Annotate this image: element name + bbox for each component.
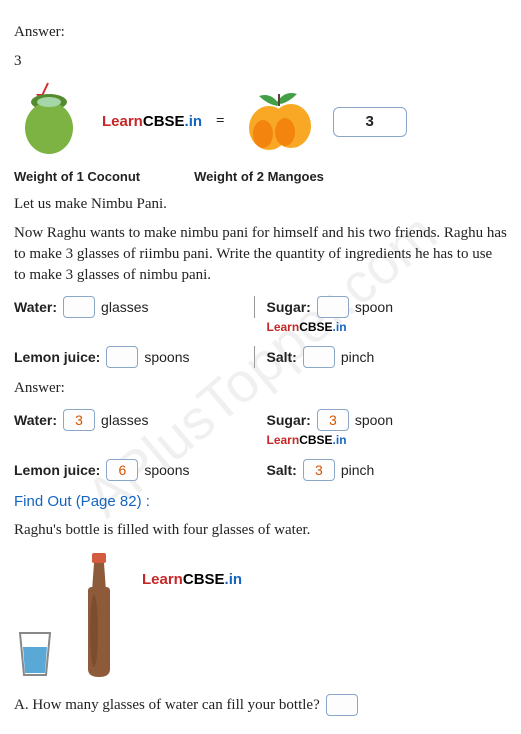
water-box-answer: 3 bbox=[63, 409, 95, 431]
sugar-box-answer: 3 bbox=[317, 409, 349, 431]
sugar-box-blank[interactable] bbox=[317, 296, 349, 318]
question-a-row: A. How many glasses of water can fill yo… bbox=[14, 694, 507, 716]
brand-4: LearnCBSE.in bbox=[142, 571, 242, 588]
bottle-icon bbox=[76, 551, 122, 684]
brand-2: LearnCBSE.in bbox=[267, 320, 508, 334]
sugar-row-answer: Sugar: 3 spoon bbox=[267, 409, 508, 431]
lemon-box-answer: 6 bbox=[106, 459, 138, 481]
question-a-text: A. How many glasses of water can fill yo… bbox=[14, 697, 320, 714]
equation-result-box: 3 bbox=[333, 107, 407, 137]
lemon-row-blank: Lemon juice: spoons bbox=[14, 346, 255, 368]
nimbu-intro: Let us make Nimbu Pani. bbox=[14, 194, 507, 215]
equation-row: LearnCBSE.in = 3 bbox=[14, 80, 507, 163]
bottle-intro: Raghu's bottle is filled with four glass… bbox=[14, 520, 507, 541]
caption-mangoes: Weight of 2 Mangoes bbox=[194, 169, 324, 184]
salt-row-answer: Salt: 3 pinch bbox=[267, 459, 508, 481]
coconut-icon bbox=[14, 80, 84, 163]
lemon-row-answer: Lemon juice: 6 spoons bbox=[14, 459, 255, 481]
equals-sign: = bbox=[216, 113, 225, 130]
mangoes-icon bbox=[239, 84, 325, 159]
caption-coconut: Weight of 1 Coconut bbox=[14, 169, 140, 184]
find-out-heading: Find Out (Page 82) : bbox=[14, 491, 507, 512]
salt-box-blank[interactable] bbox=[303, 346, 335, 368]
ingredients-blank-grid: Water: glasses Sugar: spoon LearnCBSE.in… bbox=[14, 296, 507, 368]
salt-box-answer: 3 bbox=[303, 459, 335, 481]
caption-row: Weight of 1 Coconut Weight of 2 Mangoes bbox=[14, 169, 507, 184]
answer-label-2: Answer: bbox=[14, 378, 507, 399]
brand-1: LearnCBSE.in bbox=[102, 113, 202, 130]
question-a-box[interactable] bbox=[326, 694, 358, 716]
glass-icon bbox=[14, 627, 56, 684]
sugar-row-blank: Sugar: spoon bbox=[267, 296, 508, 318]
salt-row-blank: Salt: pinch bbox=[267, 346, 508, 368]
water-box-blank[interactable] bbox=[63, 296, 95, 318]
bottle-glass-row: LearnCBSE.in bbox=[14, 551, 507, 684]
ingredients-answer-grid: Water: 3 glasses Sugar: 3 spoon LearnCBS… bbox=[14, 409, 507, 481]
brand-3: LearnCBSE.in bbox=[267, 433, 508, 447]
water-row-blank: Water: glasses bbox=[14, 296, 255, 318]
nimbu-desc: Now Raghu wants to make nimbu pani for h… bbox=[14, 223, 507, 286]
water-row-answer: Water: 3 glasses bbox=[14, 409, 255, 431]
answer-value-1: 3 bbox=[14, 51, 507, 72]
lemon-box-blank[interactable] bbox=[106, 346, 138, 368]
answer-label-1: Answer: bbox=[14, 22, 507, 43]
